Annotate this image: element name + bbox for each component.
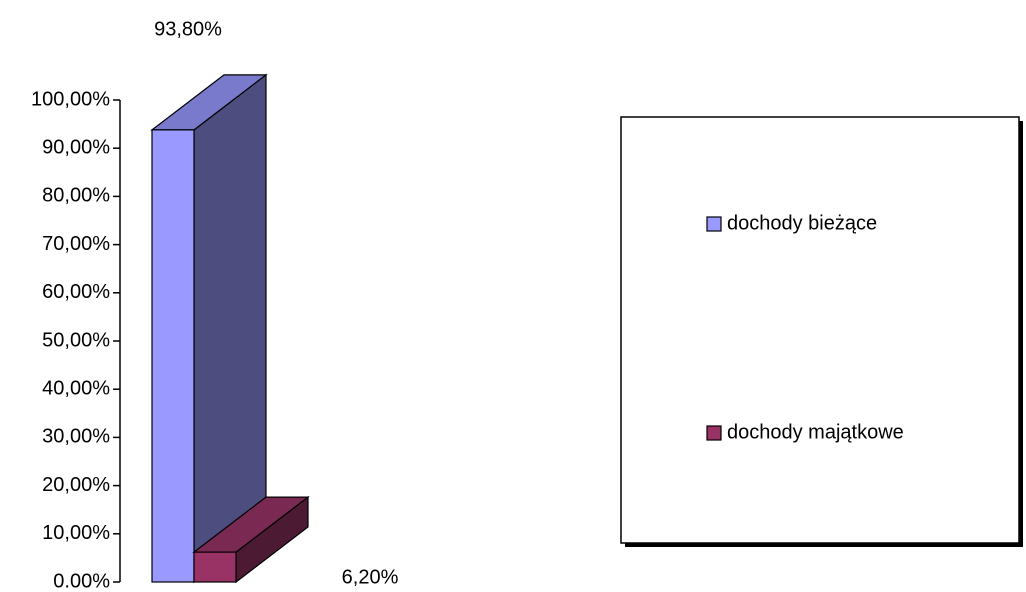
y-tick-label: 20,00% — [42, 474, 110, 496]
y-tick-label: 70,00% — [42, 233, 110, 255]
y-tick-label: 60,00% — [42, 281, 110, 303]
y-tick-label: 30,00% — [42, 426, 110, 448]
legend-swatch — [706, 216, 722, 232]
bar — [151, 129, 195, 583]
y-tick-label: 100,00% — [31, 88, 110, 110]
y-tick-label: 10,00% — [42, 522, 110, 544]
y-tick-label: 0.00% — [53, 570, 110, 592]
y-tick-label: 50,00% — [42, 329, 110, 351]
value-label: 6,20% — [342, 566, 399, 588]
legend-swatch — [706, 425, 722, 441]
bar — [193, 551, 237, 583]
legend-label: dochody majątkowe — [727, 421, 904, 443]
legend-box — [620, 116, 1020, 544]
y-tick-label: 40,00% — [42, 377, 110, 399]
y-tick-label: 80,00% — [42, 185, 110, 207]
y-tick-label: 90,00% — [42, 136, 110, 158]
value-label: 93,80% — [154, 18, 222, 40]
legend-label: dochody bieżące — [727, 212, 877, 234]
